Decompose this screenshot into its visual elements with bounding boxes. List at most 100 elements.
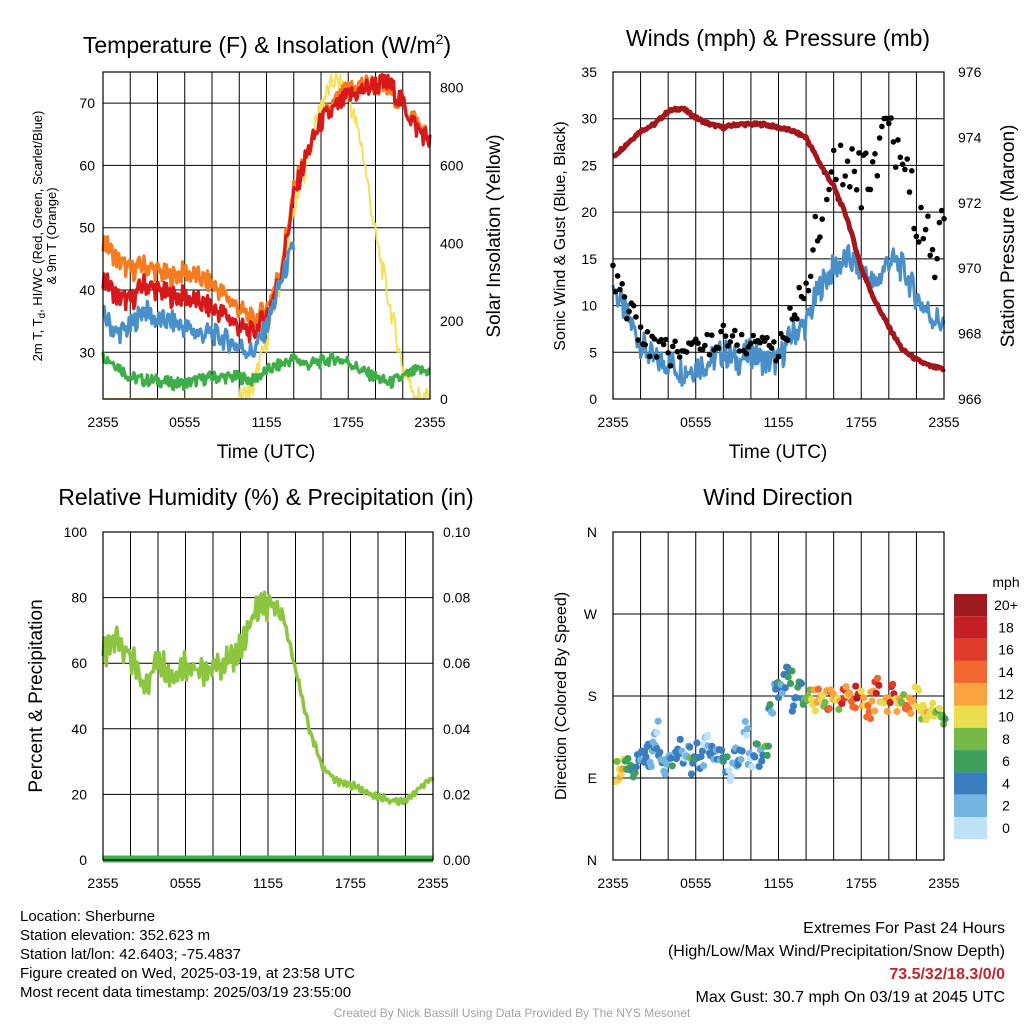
- colorbar-swatch: [954, 727, 987, 751]
- wind-gust-point: [736, 348, 743, 354]
- dir-point: [737, 755, 745, 764]
- dir-point: [631, 769, 639, 777]
- dir-point: [893, 707, 901, 716]
- wind-gust-point: [637, 324, 644, 330]
- wind-y-tick-label: 35: [581, 64, 597, 80]
- dir-point: [792, 694, 800, 702]
- dir-point: [661, 770, 669, 778]
- station-location: Location: Sherburne: [20, 908, 156, 925]
- dir-x-tick-label: 1755: [846, 875, 877, 891]
- wind-gust-point: [674, 348, 681, 355]
- dir-point: [624, 755, 632, 763]
- wind-gust-point: [890, 139, 897, 145]
- station-elevation: Station elevation: 352.623 m: [20, 927, 211, 944]
- dir-point: [909, 696, 917, 704]
- wind-gust-point: [817, 234, 823, 240]
- rh-x-tick-label: 1155: [253, 875, 283, 891]
- dir-point: [797, 679, 806, 688]
- wind-gust-point: [738, 331, 745, 338]
- panel-winds: Winds (mph) & Pressure (mb) 2355 0555 1155…: [552, 25, 1019, 463]
- wind-gust-point: [858, 205, 865, 211]
- dir-y-tick-label: N: [587, 524, 597, 540]
- wind-gust-point: [771, 339, 777, 345]
- wind-gust-point: [812, 213, 819, 220]
- dir-point: [738, 747, 746, 755]
- wind-gust-point: [665, 350, 671, 356]
- rh-y-tick-label: 80: [71, 590, 87, 606]
- dir-y-tick-label: E: [588, 770, 597, 786]
- wind-gust-point: [635, 337, 642, 343]
- wind-gust-point: [915, 239, 922, 245]
- dir-point: [778, 689, 786, 697]
- wind-gust-point: [773, 358, 779, 364]
- dir-point: [846, 689, 854, 697]
- wind-gust-point: [653, 354, 660, 360]
- wind-gust-point: [920, 235, 927, 242]
- wind-gust-point: [913, 233, 920, 240]
- wind-gust-point: [824, 196, 830, 203]
- wind-gust-point: [670, 343, 676, 350]
- dir-point: [825, 704, 833, 713]
- temp-y2-tick-label: 800: [440, 80, 464, 96]
- wind-gust-point: [922, 226, 929, 233]
- wind-gust-point: [768, 345, 775, 351]
- temp-x-tick-label: 1755: [333, 414, 364, 430]
- dir-point: [642, 753, 650, 761]
- colorbar-label: 14: [998, 664, 1014, 680]
- wind-gust-point: [633, 314, 639, 320]
- dir-point: [868, 697, 876, 705]
- temp-y-tick-label: 60: [79, 157, 95, 173]
- wind-x-tick-label: 2355: [928, 414, 959, 430]
- wind-x-tick-label: 1755: [846, 414, 877, 430]
- dir-point: [744, 725, 752, 733]
- temp-y2-tick-label: 0: [440, 391, 448, 407]
- wind-plot-frame: [612, 71, 945, 400]
- wind-y2-tick-label: 974: [958, 129, 982, 145]
- colorbar-swatch: [954, 660, 987, 684]
- dir-point: [693, 739, 701, 747]
- wind-gust-point: [732, 327, 738, 334]
- colorbar-swatch: [954, 817, 987, 840]
- dir-point: [814, 685, 823, 693]
- dir-point: [941, 715, 949, 723]
- rh-y-tick-label: 100: [64, 524, 88, 540]
- wind-gust-point: [787, 305, 793, 311]
- wind-gust-point: [695, 340, 701, 346]
- wind-gust-point: [699, 346, 706, 353]
- rh-y-tick-label: 60: [71, 655, 87, 671]
- dir-point: [857, 687, 865, 696]
- wind-gust-point: [936, 219, 943, 226]
- dir-point: [889, 680, 897, 689]
- dir-point: [811, 707, 819, 715]
- wind-ticks: 2355 0555 1155 1755 235505101520253035966968…: [581, 64, 981, 430]
- wind-y-tick-label: 0: [589, 391, 597, 407]
- wind-gust-point: [624, 315, 630, 322]
- rh-y2-tick-label: 0.02: [443, 786, 470, 802]
- station-latlon: Station lat/lon: 42.6403; -75.4837: [20, 946, 242, 963]
- rh-plot-frame: [102, 531, 434, 861]
- colorbar-swatch: [954, 683, 987, 706]
- dir-point: [872, 689, 880, 697]
- colorbar-label: 4: [1002, 775, 1010, 791]
- wind-y-tick-label: 30: [581, 111, 597, 127]
- dir-point: [663, 760, 671, 768]
- dir-point: [758, 757, 766, 765]
- wind-gust-point: [819, 216, 825, 222]
- dir-point: [929, 699, 937, 707]
- colorbar-label: 18: [998, 619, 1014, 635]
- dir-x-tick-label: 2355: [928, 875, 959, 891]
- dir-point: [883, 707, 891, 716]
- wind-gust-point: [619, 281, 625, 287]
- temp-x-axis-label: Time (UTC): [217, 442, 316, 463]
- wind-gust-point: [869, 159, 876, 165]
- temp-x-tick-label: 1155: [251, 414, 281, 430]
- wind-gust-point: [876, 135, 883, 141]
- wind-gust-point: [720, 322, 727, 329]
- dir-point: [789, 702, 798, 710]
- temp-x-tick-label: 2355: [414, 414, 445, 430]
- wind-gust-point: [651, 336, 658, 342]
- rh-y2-tick-label: 0.10: [443, 524, 470, 540]
- wind-y-tick-label: 10: [581, 298, 597, 314]
- wind-gust-point: [784, 337, 791, 344]
- rh-grid: [103, 531, 433, 861]
